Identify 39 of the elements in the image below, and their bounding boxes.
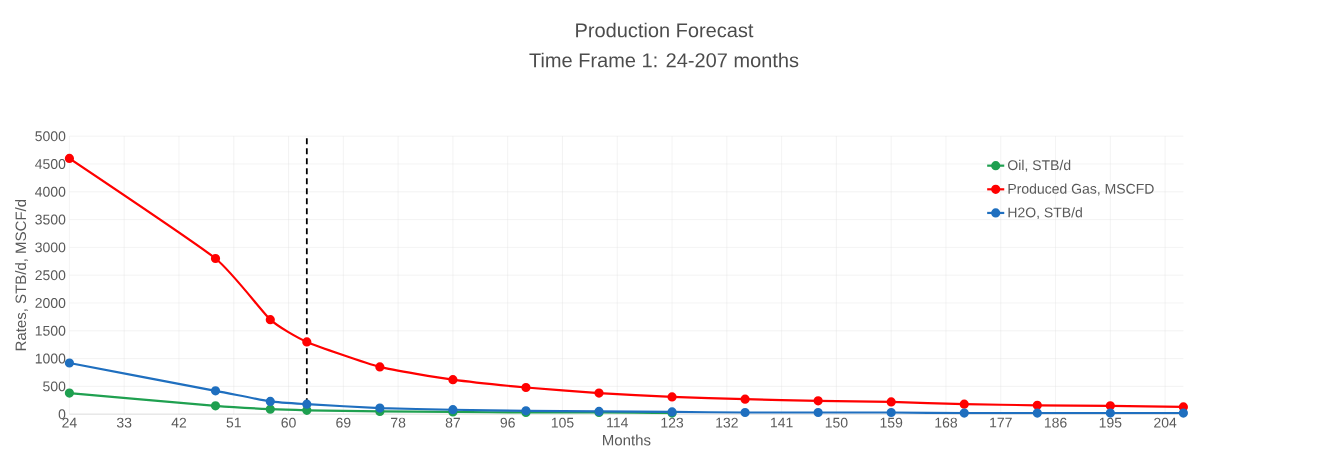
y-tick-label: 500 — [43, 381, 66, 392]
x-tick-label: 42 — [171, 417, 187, 428]
y-tick-label: 3500 — [35, 214, 66, 225]
x-tick-label: 24 — [62, 417, 77, 428]
x-tick-label: 114 — [607, 417, 629, 428]
y-tick-label: 5000 — [35, 131, 66, 142]
chart-title: Production Forecast — [576, 22, 754, 38]
x-tick-label: 69 — [336, 417, 351, 428]
y-tick-label: 4500 — [35, 159, 66, 169]
x-tick-label: 78 — [391, 417, 406, 428]
x-tick-label: 177 — [990, 417, 1012, 428]
y-tick-label: 0 — [58, 409, 66, 420]
legend-label: Oil, STB/d — [1008, 159, 1071, 172]
legend-label: H2O, STB/d — [1008, 207, 1082, 220]
chart-subtitle: Time Frame 1: 24-207 months — [529, 52, 799, 68]
y-axis-title: Rates, STB/d, MSCF/d — [15, 199, 28, 351]
x-tick-label: 204 — [1154, 417, 1177, 428]
x-tick-label: 105 — [551, 417, 574, 428]
y-tick-label: 3000 — [35, 242, 66, 253]
x-tick-label: 195 — [1099, 417, 1122, 428]
x-tick-label: 132 — [716, 417, 738, 428]
x-tick-label: 60 — [281, 417, 296, 428]
x-tick-label: 51 — [226, 417, 241, 428]
legend-label: Produced Gas, MSCFD — [1008, 183, 1154, 196]
y-tick-label: 2000 — [35, 298, 66, 308]
x-axis-title: Months — [603, 434, 651, 446]
x-tick-label: 123 — [661, 417, 684, 428]
x-tick-label: 159 — [880, 417, 903, 428]
x-tick-label: 186 — [1044, 417, 1067, 428]
y-tick-label: 1500 — [35, 325, 66, 336]
x-tick-label: 141 — [771, 417, 793, 428]
x-tick-label: 150 — [825, 417, 848, 428]
x-tick-label: 168 — [935, 417, 958, 428]
x-tick-label: 33 — [116, 417, 132, 428]
y-tick-label: 2500 — [35, 270, 66, 281]
y-tick-label: 4000 — [35, 186, 66, 197]
x-tick-label: 87 — [445, 417, 460, 428]
y-tick-label: 1000 — [35, 353, 66, 364]
x-tick-label: 96 — [500, 417, 515, 428]
